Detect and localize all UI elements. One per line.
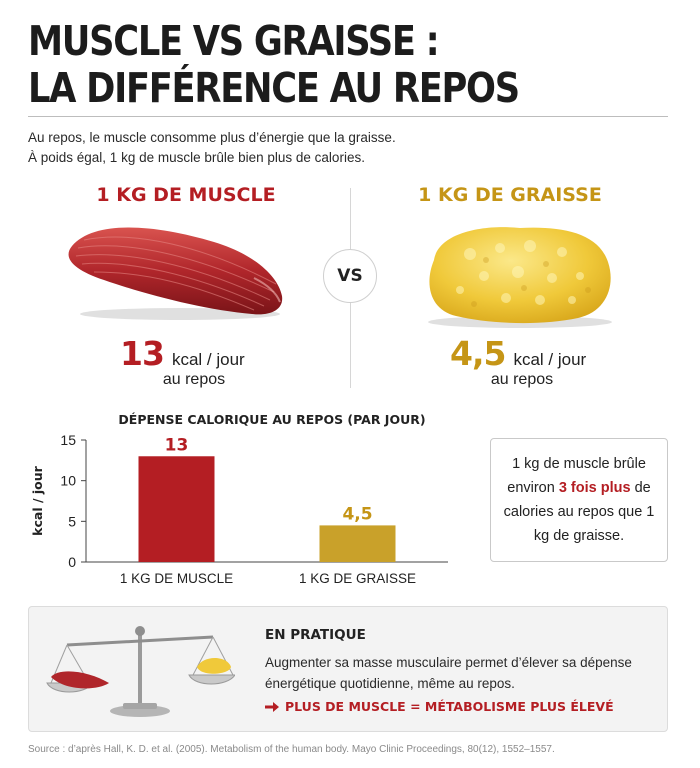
- scale-icon: [46, 626, 235, 717]
- muscle-image: [68, 227, 283, 320]
- practice-heading: EN PRATIQUE: [265, 627, 366, 643]
- y-tick-label: 0: [68, 554, 76, 570]
- practice-cta-text: PLUS DE MUSCLE = MÉTABOLISME PLUS ÉLEVÉ: [285, 699, 614, 714]
- calorie-bar-chart: 0 5 10 15 kcal / jour 13 1 KG DE MUSCLE 4,5 1 KG…: [30, 432, 448, 586]
- y-axis-label: kcal / jour: [30, 465, 45, 535]
- source-note: Source : d’après Hall, K. D. et al. (200…: [28, 744, 555, 755]
- title-line-1: MUSCLE VS GRAISSE :: [28, 17, 440, 65]
- x-category-label: 1 KG DE MUSCLE: [120, 571, 233, 586]
- fat-sub: au repos: [490, 371, 554, 388]
- stat-post: de calories au repos que 1 kg de graisse…: [503, 480, 655, 544]
- practice-cta: PLUS DE MUSCLE = MÉTABOLISME PLUS ÉLEVÉ: [265, 699, 614, 714]
- x-category-label: 1 KG DE GRAISSE: [299, 571, 416, 586]
- stat-highlight: 3 fois plus: [558, 480, 631, 496]
- page-title: MUSCLE VS GRAISSE : LA DIFFÉRENCE AU REP…: [28, 18, 587, 112]
- muscle-value-group: 13 kcal / jour: [120, 334, 245, 373]
- muscle-kcal-unit: kcal / jour: [171, 350, 245, 369]
- mini-fat-icon: [197, 658, 231, 674]
- chart-title: DÉPENSE CALORIQUE AU REPOS (PAR JOUR): [118, 412, 426, 427]
- y-tick-label: 10: [60, 473, 76, 489]
- vs-badge: VS: [323, 249, 377, 303]
- bar-value-label: 13: [165, 435, 189, 455]
- bar: [138, 456, 215, 562]
- fat-kcal-value: 4,5: [450, 334, 506, 373]
- practice-text: Augmenter sa masse musculaire permet d’é…: [265, 655, 632, 691]
- muscle-heading: 1 KG DE MUSCLE: [96, 184, 276, 206]
- bar-value-label: 4,5: [342, 504, 372, 524]
- title-divider: [28, 116, 668, 117]
- mini-muscle-icon: [51, 671, 109, 689]
- bar: [319, 525, 396, 562]
- fat-image: [428, 227, 612, 328]
- y-tick-label: 15: [60, 432, 76, 448]
- muscle-sub: au repos: [162, 371, 226, 388]
- intro-text: Au repos, le muscle consomme plus d’éner…: [28, 128, 396, 168]
- fat-value-group: 4,5 kcal / jour: [450, 334, 586, 373]
- arrow-right-icon: [265, 701, 279, 712]
- stat-pre: 1 kg de muscle brûle environ: [507, 456, 646, 496]
- intro-line-2: À poids égal, 1 kg de muscle brûle bien …: [28, 150, 365, 165]
- muscle-kcal-value: 13: [120, 334, 165, 373]
- intro-line-1: Au repos, le muscle consomme plus d’éner…: [28, 130, 396, 145]
- title-line-2: LA DIFFÉRENCE AU REPOS: [28, 64, 520, 112]
- fat-heading: 1 KG DE GRAISSE: [418, 184, 602, 206]
- stat-box: 1 kg de muscle brûle environ 3 fois plus…: [490, 438, 668, 562]
- fat-kcal-unit: kcal / jour: [513, 350, 587, 369]
- practice-panel: EN PRATIQUE Augmenter sa masse musculair…: [28, 606, 668, 732]
- stat-box-text: 1 kg de muscle brûle environ 3 fois plus…: [501, 452, 657, 548]
- y-tick-label: 5: [68, 513, 76, 529]
